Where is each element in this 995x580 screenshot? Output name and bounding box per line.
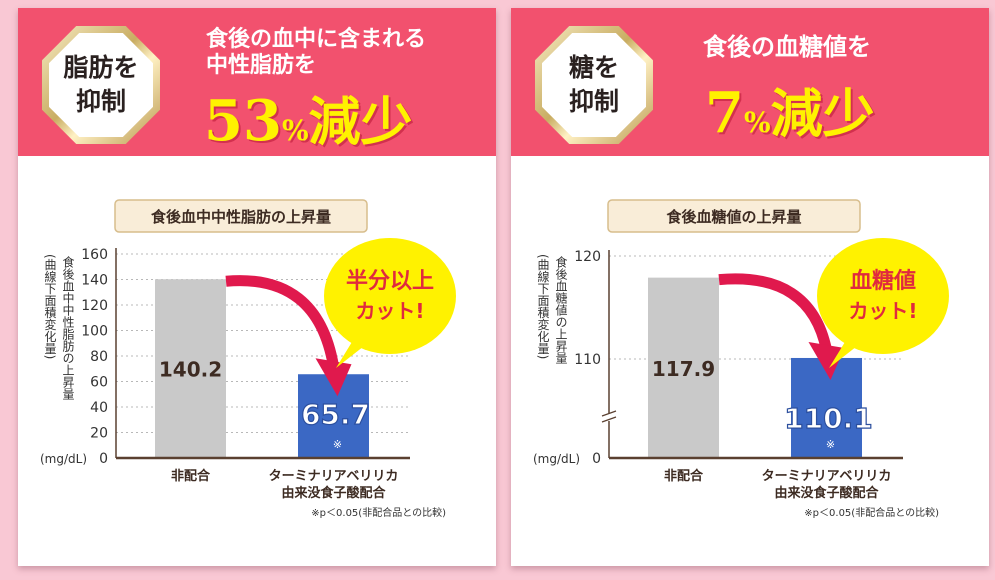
- unit-label: (mg/dL): [533, 452, 580, 466]
- banner: 脂肪を 抑制 食後の血中に含まれる 中性脂肪を 53%減少: [18, 8, 496, 156]
- reduction-result: 7%減少: [705, 72, 875, 147]
- y-axis-label: 食後血中中性脂肪の上昇量: [61, 255, 75, 400]
- callout-text: カット!: [355, 299, 424, 323]
- panel-triglyceride: 脂肪を 抑制 食後の血中に含まれる 中性脂肪を 53%減少 食後血中中性脂肪の上…: [18, 8, 496, 566]
- tick-label: 160: [81, 247, 108, 263]
- headline-line: 食後の血糖値を: [703, 32, 871, 61]
- bar-value-label: 117.9: [652, 357, 715, 381]
- axis-break-gap: [602, 413, 616, 421]
- tick-label: 120: [81, 298, 108, 314]
- category-label: ターミナリアベリリカ: [269, 469, 399, 484]
- reduction-percent: %: [281, 114, 309, 147]
- reduction-word: 減少: [308, 92, 413, 153]
- callout-text: カット!: [848, 299, 917, 323]
- badge-line: 抑制: [75, 87, 126, 116]
- reduction-percent: %: [743, 106, 771, 139]
- headline-line: 食後の血中に含まれる: [206, 26, 427, 52]
- bar-value-label: 140.2: [159, 358, 222, 382]
- significance-mark: ※: [333, 438, 342, 451]
- callout-bubble: [817, 238, 949, 354]
- tick-label: 20: [90, 426, 108, 442]
- tick-label: 120: [574, 249, 601, 265]
- tick-label: 110: [574, 352, 601, 368]
- chart-title: 食後血糖値の上昇量: [666, 208, 801, 226]
- arrow-head: [315, 358, 352, 397]
- badge-line: 抑制: [568, 87, 619, 116]
- tick-label: 0: [99, 451, 108, 467]
- category-label: 非配合: [171, 468, 211, 484]
- y-axis-label: 食後血糖値の上昇量: [554, 255, 568, 364]
- headline: 食後の血中に含まれる 中性脂肪を: [206, 26, 426, 78]
- axis-break-mark: [601, 416, 617, 423]
- footnote: ※p＜0.05(非配合品との比較): [311, 506, 446, 519]
- headline: 食後の血糖値を: [703, 34, 871, 60]
- footnote: ※p＜0.05(非配合品との比較): [804, 506, 939, 519]
- category-label: 由来没食子酸配合: [281, 485, 386, 501]
- badge: 脂肪を 抑制: [42, 26, 160, 144]
- tick-label: 0: [592, 451, 601, 467]
- headline-line: 中性脂肪を: [206, 52, 317, 78]
- badge: 糖を 抑制: [535, 26, 653, 144]
- reduction-word: 減少: [770, 84, 875, 145]
- category-label: 非配合: [664, 468, 704, 484]
- unit-label: (mg/dL): [40, 452, 87, 466]
- arrow-head: [808, 341, 845, 380]
- tick-label: 140: [81, 273, 108, 289]
- reduction-number: 7: [705, 80, 744, 146]
- chart-title: 食後血中中性脂肪の上昇量: [151, 208, 331, 226]
- tick-label: 100: [81, 324, 108, 340]
- reduction-number: 53: [204, 88, 282, 154]
- bar-value-label: 110.1: [784, 402, 873, 435]
- reduction-result: 53%減少: [204, 80, 413, 155]
- banner: 糖を 抑制 食後の血糖値を 7%減少: [511, 8, 989, 156]
- badge-line: 脂肪を: [63, 53, 139, 82]
- y-axis-sublabel: (曲線下面積変化量): [43, 254, 57, 359]
- tick-label: 80: [90, 349, 108, 365]
- callout-text: 血糖値: [850, 268, 916, 294]
- arrow-shaft: [225, 275, 339, 368]
- arrow-shaft: [718, 273, 832, 352]
- bar: [791, 357, 862, 458]
- tick-label: 40: [90, 400, 108, 416]
- badge-line: 糖を: [568, 53, 619, 82]
- category-label: 由来没食子酸配合: [774, 485, 879, 501]
- triglyceride-chart: 食後血中中性脂肪の上昇量 0 20 40 60 80 100 120 140 160 (mg/dL)…: [40, 199, 456, 519]
- callout-text: 半分以上: [346, 269, 434, 294]
- callout-bubble: [324, 238, 456, 354]
- significance-mark: ※: [826, 438, 835, 451]
- bar: [155, 279, 226, 458]
- bar-value-label: 65.7: [301, 398, 370, 431]
- axis-break-mark: [601, 410, 617, 417]
- tick-label: 60: [90, 375, 108, 391]
- y-axis-sublabel: (曲線下面積変化量): [536, 254, 550, 359]
- chart-title-box: [114, 199, 368, 233]
- blood-sugar-chart: 食後血糖値の上昇量 0 110 120 (mg/dL) 食後血糖値の上昇量 (曲線下面積変化…: [533, 199, 949, 519]
- panel-blood-sugar: 糖を 抑制 食後の血糖値を 7%減少 食後血糖値の上昇量 0 110 120 (mg/d…: [511, 8, 989, 566]
- bar: [648, 277, 719, 458]
- chart-title-box: [607, 199, 861, 233]
- category-label: ターミナリアベリリカ: [762, 469, 892, 484]
